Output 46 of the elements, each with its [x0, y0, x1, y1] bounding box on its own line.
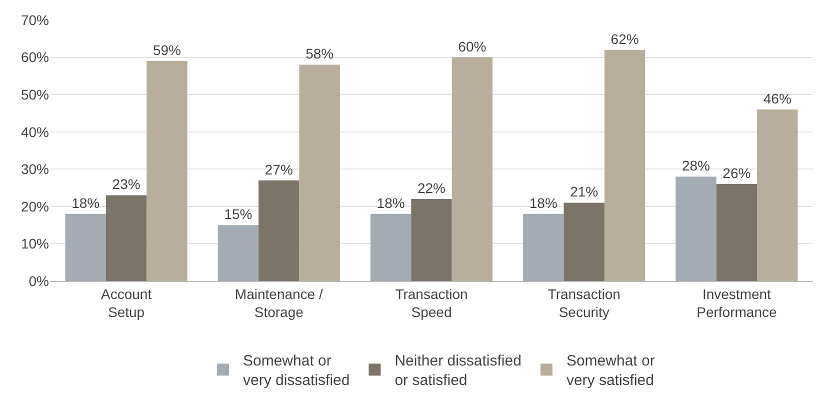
bar: [299, 64, 340, 281]
data-label: 28%: [682, 158, 710, 174]
bar: [411, 198, 452, 281]
legend-label: Neither dissatisfied or satisfied: [394, 352, 522, 390]
data-label: 18%: [529, 194, 558, 211]
x-tick-label: Transaction Speed: [395, 286, 468, 320]
x-tick-label: Account Setup: [101, 286, 152, 320]
data-label: 59%: [152, 42, 182, 58]
y-tick-label: 60%: [20, 49, 49, 66]
data-label: 23%: [112, 176, 140, 192]
x-tick-label: Transaction Security: [548, 286, 620, 320]
y-tick-label: 10%: [20, 236, 49, 252]
data-label: 60%: [458, 38, 486, 54]
x-tick-label: Investment Performance: [696, 286, 777, 320]
bar: [757, 109, 798, 281]
x-tick-label: Maintenance / Storage: [234, 286, 323, 320]
y-tick-label: 20%: [20, 198, 49, 214]
bar: [370, 214, 412, 281]
y-tick-label: 30%: [20, 161, 49, 178]
data-label: 26%: [722, 165, 751, 182]
bar: [676, 176, 716, 281]
bar: [716, 184, 758, 281]
data-label: 18%: [376, 194, 405, 211]
bar: [523, 214, 564, 281]
data-label: 27%: [264, 161, 293, 178]
legend-label: Somewhat or very satisfied: [566, 352, 655, 390]
bar: [146, 61, 188, 281]
bar: [604, 50, 646, 281]
bar: [106, 195, 147, 281]
data-label: 58%: [306, 46, 334, 62]
legend-label: Somewhat or very dissatisfied: [243, 352, 350, 390]
bar: [564, 202, 604, 281]
data-label: 15%: [224, 206, 252, 222]
data-label: 22%: [417, 180, 446, 196]
data-label: 62%: [610, 30, 639, 47]
bar: [65, 214, 106, 281]
data-label: 21%: [570, 184, 598, 200]
bar: [218, 225, 259, 281]
data-label: 46%: [763, 90, 792, 106]
y-tick-label: 0%: [28, 272, 49, 289]
y-tick-label: 40%: [20, 124, 49, 140]
bar: [452, 57, 493, 281]
data-label: 18%: [72, 194, 100, 211]
y-tick-label: 70%: [20, 12, 49, 28]
y-tick-label: 50%: [20, 86, 49, 102]
bar: [258, 180, 300, 281]
